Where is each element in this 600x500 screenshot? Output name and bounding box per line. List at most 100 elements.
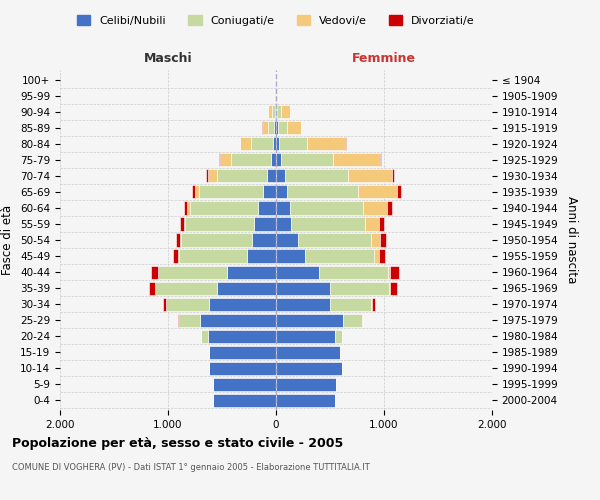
Bar: [276, 266, 319, 278]
Bar: [276, 362, 342, 375]
Bar: [272, 105, 275, 118]
Y-axis label: Fasce di età: Fasce di età: [1, 205, 14, 275]
Bar: [268, 170, 276, 182]
Bar: [268, 105, 272, 118]
Bar: [184, 202, 187, 214]
Bar: [330, 282, 389, 294]
Bar: [276, 137, 279, 150]
Bar: [277, 89, 278, 102]
Bar: [158, 266, 227, 278]
Bar: [278, 121, 287, 134]
Bar: [176, 234, 180, 246]
Bar: [163, 298, 166, 310]
Bar: [276, 202, 290, 214]
Bar: [251, 137, 273, 150]
Bar: [274, 121, 276, 134]
Bar: [379, 218, 384, 230]
Text: Popolazione per età, sesso e stato civile - 2005: Popolazione per età, sesso e stato civil…: [12, 438, 343, 450]
Bar: [214, 394, 276, 407]
Bar: [247, 250, 276, 262]
Bar: [330, 298, 371, 310]
Bar: [276, 170, 284, 182]
Bar: [298, 234, 371, 246]
Bar: [287, 121, 301, 134]
Text: Maschi: Maschi: [143, 52, 193, 65]
Bar: [358, 186, 397, 198]
Bar: [268, 121, 274, 134]
Bar: [392, 170, 394, 182]
Bar: [389, 282, 391, 294]
Bar: [227, 266, 276, 278]
Bar: [397, 186, 401, 198]
Bar: [276, 346, 340, 359]
Bar: [230, 153, 271, 166]
Text: COMUNE DI VOGHERA (PV) - Dati ISTAT 1° gennaio 2005 - Elaborazione TUTTITALIA.IT: COMUNE DI VOGHERA (PV) - Dati ISTAT 1° g…: [12, 462, 370, 471]
Bar: [217, 170, 268, 182]
Bar: [192, 186, 195, 198]
Bar: [276, 330, 335, 343]
Bar: [335, 330, 342, 343]
Bar: [343, 314, 362, 327]
Bar: [379, 250, 385, 262]
Bar: [190, 202, 257, 214]
Bar: [202, 330, 208, 343]
Bar: [217, 282, 276, 294]
Bar: [149, 282, 155, 294]
Bar: [276, 394, 335, 407]
Bar: [387, 202, 392, 214]
Bar: [155, 282, 217, 294]
Bar: [371, 234, 380, 246]
Bar: [276, 378, 337, 391]
Bar: [273, 137, 276, 150]
Bar: [241, 137, 251, 150]
Bar: [380, 234, 386, 246]
Bar: [180, 234, 181, 246]
Bar: [290, 202, 364, 214]
Bar: [276, 250, 305, 262]
Bar: [391, 282, 397, 294]
Bar: [257, 202, 276, 214]
Bar: [281, 153, 333, 166]
Bar: [220, 153, 230, 166]
Bar: [181, 234, 252, 246]
Bar: [276, 218, 291, 230]
Bar: [252, 234, 276, 246]
Bar: [287, 186, 358, 198]
Bar: [277, 105, 281, 118]
Bar: [271, 153, 276, 166]
Text: Femmine: Femmine: [352, 52, 416, 65]
Bar: [349, 170, 392, 182]
Bar: [209, 298, 276, 310]
Legend: Celibi/Nubili, Coniugati/e, Vedovi/e, Divorziati/e: Celibi/Nubili, Coniugati/e, Vedovi/e, Di…: [73, 11, 479, 30]
Bar: [173, 250, 178, 262]
Bar: [263, 121, 268, 134]
Bar: [276, 298, 330, 310]
Bar: [276, 282, 330, 294]
Bar: [254, 218, 276, 230]
Bar: [151, 266, 158, 278]
Bar: [208, 330, 276, 343]
Bar: [219, 153, 220, 166]
Bar: [166, 298, 209, 310]
Bar: [284, 170, 349, 182]
Bar: [380, 153, 381, 166]
Bar: [276, 121, 278, 134]
Bar: [214, 378, 276, 391]
Bar: [276, 186, 287, 198]
Bar: [200, 314, 276, 327]
Bar: [333, 153, 380, 166]
Bar: [276, 234, 298, 246]
Bar: [291, 218, 365, 230]
Bar: [208, 170, 217, 182]
Bar: [374, 250, 379, 262]
Bar: [195, 186, 199, 198]
Bar: [185, 218, 254, 230]
Bar: [364, 202, 387, 214]
Bar: [276, 314, 343, 327]
Bar: [209, 362, 276, 375]
Bar: [179, 250, 247, 262]
Y-axis label: Anni di nascita: Anni di nascita: [565, 196, 578, 284]
Bar: [371, 298, 375, 310]
Bar: [281, 105, 290, 118]
Bar: [391, 266, 399, 278]
